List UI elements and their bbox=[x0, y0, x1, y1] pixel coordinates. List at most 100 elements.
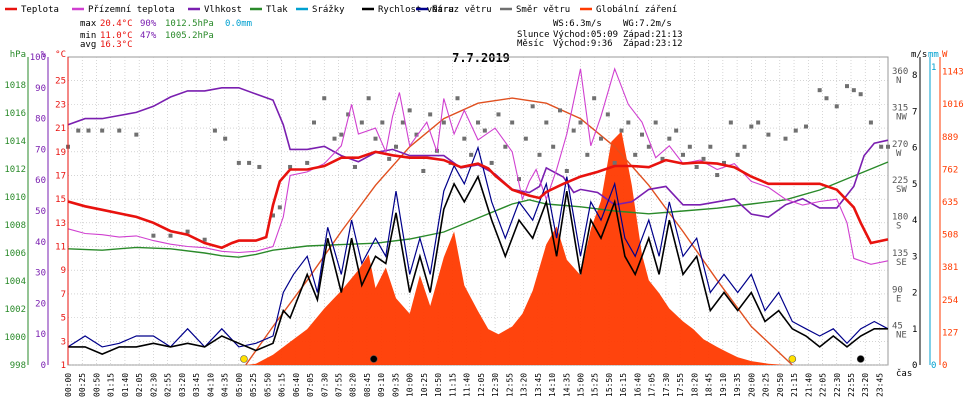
axis-tick-wind: 8 bbox=[912, 71, 917, 81]
axis-tick-wind: 3 bbox=[912, 252, 917, 262]
wind-direction-point bbox=[585, 152, 590, 157]
wind-direction-point bbox=[202, 237, 207, 242]
wind-direction-point bbox=[599, 136, 603, 141]
wind-direction-point bbox=[605, 112, 610, 117]
wind-direction-point bbox=[339, 132, 344, 137]
wind-direction-point bbox=[592, 96, 597, 101]
info-sun-set: Západ:21:13 bbox=[623, 30, 683, 40]
wind-direction-point bbox=[667, 136, 672, 141]
axis-tick-pressure: 1014 bbox=[4, 137, 26, 147]
axis-tick-temperature: 9 bbox=[61, 266, 66, 276]
axis-tick-direction-deg: 180 bbox=[892, 213, 908, 223]
axis-tick-humidity: 30 bbox=[35, 269, 46, 279]
axis-tick-time: 20:25 bbox=[762, 373, 771, 397]
axis-tick-time: 07:30 bbox=[320, 373, 329, 397]
axis-tick-time: 05:50 bbox=[263, 373, 272, 397]
axis-tick-time: 17:05 bbox=[648, 373, 657, 397]
axis-tick-direction-label: S bbox=[896, 222, 901, 232]
stat-max-label: max bbox=[80, 19, 97, 29]
wind-direction-point bbox=[151, 233, 156, 238]
axis-tick-time: 10:00 bbox=[406, 373, 415, 397]
axis-tick-time: 15:00 bbox=[577, 373, 586, 397]
plot-area bbox=[66, 67, 890, 366]
axis-tick-pressure: 1006 bbox=[4, 249, 26, 259]
axis-unit-pressure: hPa bbox=[10, 50, 26, 60]
wind-direction-point bbox=[722, 160, 726, 165]
axis-tick-temperature: 7 bbox=[61, 290, 66, 300]
wind-direction-point bbox=[455, 96, 460, 101]
axis-tick-time: 03:45 bbox=[192, 373, 201, 397]
axis-tick-time: 09:10 bbox=[377, 373, 386, 397]
axes: hPa9981000100210041006100810101012101410… bbox=[4, 50, 963, 397]
axis-tick-solar: 0 bbox=[942, 361, 947, 371]
axis-tick-wind: 1 bbox=[912, 325, 917, 335]
legend-label-wind_direction: Směr větru bbox=[516, 5, 570, 15]
axis-tick-time: 05:25 bbox=[249, 373, 258, 397]
axis-tick-time: 11:15 bbox=[448, 373, 457, 397]
wind-direction-point bbox=[834, 104, 839, 109]
wind-direction-point bbox=[86, 128, 91, 133]
wind-direction-point bbox=[387, 156, 392, 161]
axis-tick-time: 15:50 bbox=[605, 373, 614, 397]
wind-direction-point bbox=[544, 120, 549, 125]
axis-tick-humidity: 90 bbox=[35, 84, 46, 94]
axis-tick-direction-deg: 270 bbox=[892, 140, 908, 150]
axis-tick-solar: 762 bbox=[942, 165, 958, 175]
axis-tick-wind: 0 bbox=[912, 361, 917, 371]
wind-direction-point bbox=[503, 144, 508, 149]
axis-unit-humidity: % bbox=[41, 50, 47, 60]
axis-tick-time: 22:05 bbox=[819, 373, 828, 397]
axis-tick-time: 01:15 bbox=[107, 373, 116, 397]
wind-direction-point bbox=[694, 164, 699, 169]
axis-tick-time: 14:10 bbox=[548, 373, 557, 397]
wind-direction-point bbox=[359, 120, 364, 125]
axis-tick-humidity: 80 bbox=[35, 115, 46, 125]
axis-tick-humidity: 40 bbox=[35, 238, 46, 248]
wind-direction-point bbox=[845, 84, 849, 89]
axis-tick-temperature: 13 bbox=[55, 219, 66, 229]
axis-tick-time: 13:20 bbox=[520, 373, 529, 397]
wind-direction-point bbox=[783, 136, 788, 141]
axis-tick-time: 16:15 bbox=[619, 373, 628, 397]
stats-block: max 20.4°C 90% 1012.5hPa 0.0mm min 11.0°… bbox=[80, 19, 252, 50]
axis-tick-time: 03:20 bbox=[178, 373, 187, 397]
axis-tick-time: 17:30 bbox=[662, 373, 671, 397]
wind-direction-point bbox=[701, 156, 706, 161]
axis-tick-solar: 1143 bbox=[942, 68, 964, 78]
axis-tick-time: 18:45 bbox=[705, 373, 714, 397]
axis-tick-time: 04:10 bbox=[206, 373, 215, 397]
axis-tick-time: 19:35 bbox=[733, 373, 742, 397]
axis-tick-time: 22:30 bbox=[833, 373, 842, 397]
stat-hum-min: 47% bbox=[140, 31, 157, 41]
axis-tick-temperature: 21 bbox=[55, 124, 66, 134]
series-pressure bbox=[67, 161, 889, 258]
wind-direction-point bbox=[653, 120, 658, 125]
series-humidity bbox=[67, 87, 889, 219]
wind-direction-point bbox=[851, 88, 856, 93]
wind-direction-point bbox=[346, 112, 351, 117]
axis-tick-pressure: 1004 bbox=[4, 277, 26, 287]
wind-direction-point bbox=[571, 128, 576, 133]
axis-tick-temperature: 5 bbox=[61, 314, 66, 324]
axis-tick-time: 14:35 bbox=[562, 373, 571, 397]
axis-tick-pressure: 1012 bbox=[4, 165, 26, 175]
axis-tick-time: 01:40 bbox=[121, 373, 130, 397]
axis-tick-rain: 0 bbox=[931, 361, 936, 371]
axis-tick-pressure: 1008 bbox=[4, 221, 26, 231]
axis-tick-rain: 1 bbox=[931, 63, 936, 73]
axis-tick-time: 15:25 bbox=[591, 373, 600, 397]
info-wg: WG:7.2m/s bbox=[623, 19, 672, 29]
axis-tick-direction-deg: 225 bbox=[892, 176, 908, 186]
axis-tick-direction-label: W bbox=[896, 149, 902, 159]
axis-tick-solar: 381 bbox=[942, 263, 958, 273]
wind-direction-point bbox=[322, 96, 327, 101]
axis-tick-temperature: 17 bbox=[55, 171, 66, 181]
axis-tick-time: 08:20 bbox=[349, 373, 358, 397]
wind-direction-point bbox=[168, 233, 173, 238]
axis-unit-temperature: °C bbox=[55, 50, 66, 60]
axis-tick-direction-label: N bbox=[896, 76, 901, 86]
axis-tick-time: 12:30 bbox=[491, 373, 500, 397]
wind-direction-point bbox=[517, 177, 521, 182]
marker-sun bbox=[788, 355, 797, 363]
wind-direction-point bbox=[817, 88, 822, 93]
